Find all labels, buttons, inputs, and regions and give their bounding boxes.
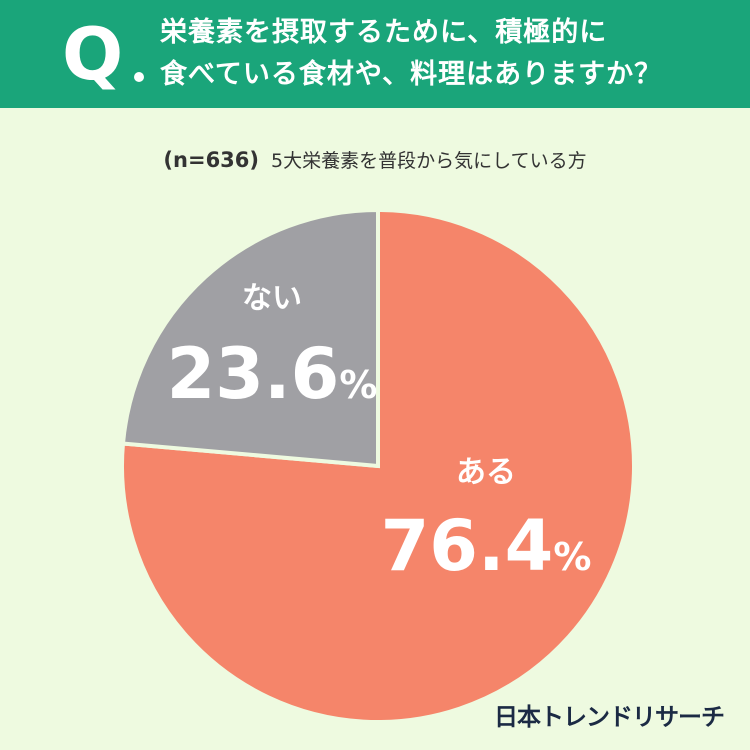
- question-line-2: 食べている食材や、料理はありますか？: [160, 59, 663, 90]
- question-header: Q 栄養素を摂取するために、積極的に 食べている食材や、料理はありますか？: [0, 0, 750, 108]
- question-line-1: 栄養素を摂取するために、積極的に: [160, 17, 608, 48]
- slice-value-no: 23.6%: [167, 333, 378, 415]
- q-mark: Q: [62, 12, 124, 96]
- q-dot-icon: [134, 72, 144, 82]
- slice-label-no: ない: [242, 281, 302, 316]
- chart-subtitle: (n=636) 5大栄養素を普段から気にしている方: [0, 146, 750, 173]
- pie-slice-no: [120, 207, 380, 469]
- slice-label-yes: ある: [456, 455, 516, 490]
- brand-logo: 日本トレンドリサーチ: [494, 703, 725, 731]
- pie-labels: ある 76.4% ない 23.6%: [167, 281, 592, 587]
- pie-slices: [120, 207, 636, 724]
- slice-value-yes: 76.4%: [381, 505, 592, 587]
- sample-description: 5大栄養素を普段から気にしている方: [271, 150, 587, 172]
- pie-slice-yes: [120, 207, 636, 724]
- sample-size: (n=636): [163, 148, 259, 172]
